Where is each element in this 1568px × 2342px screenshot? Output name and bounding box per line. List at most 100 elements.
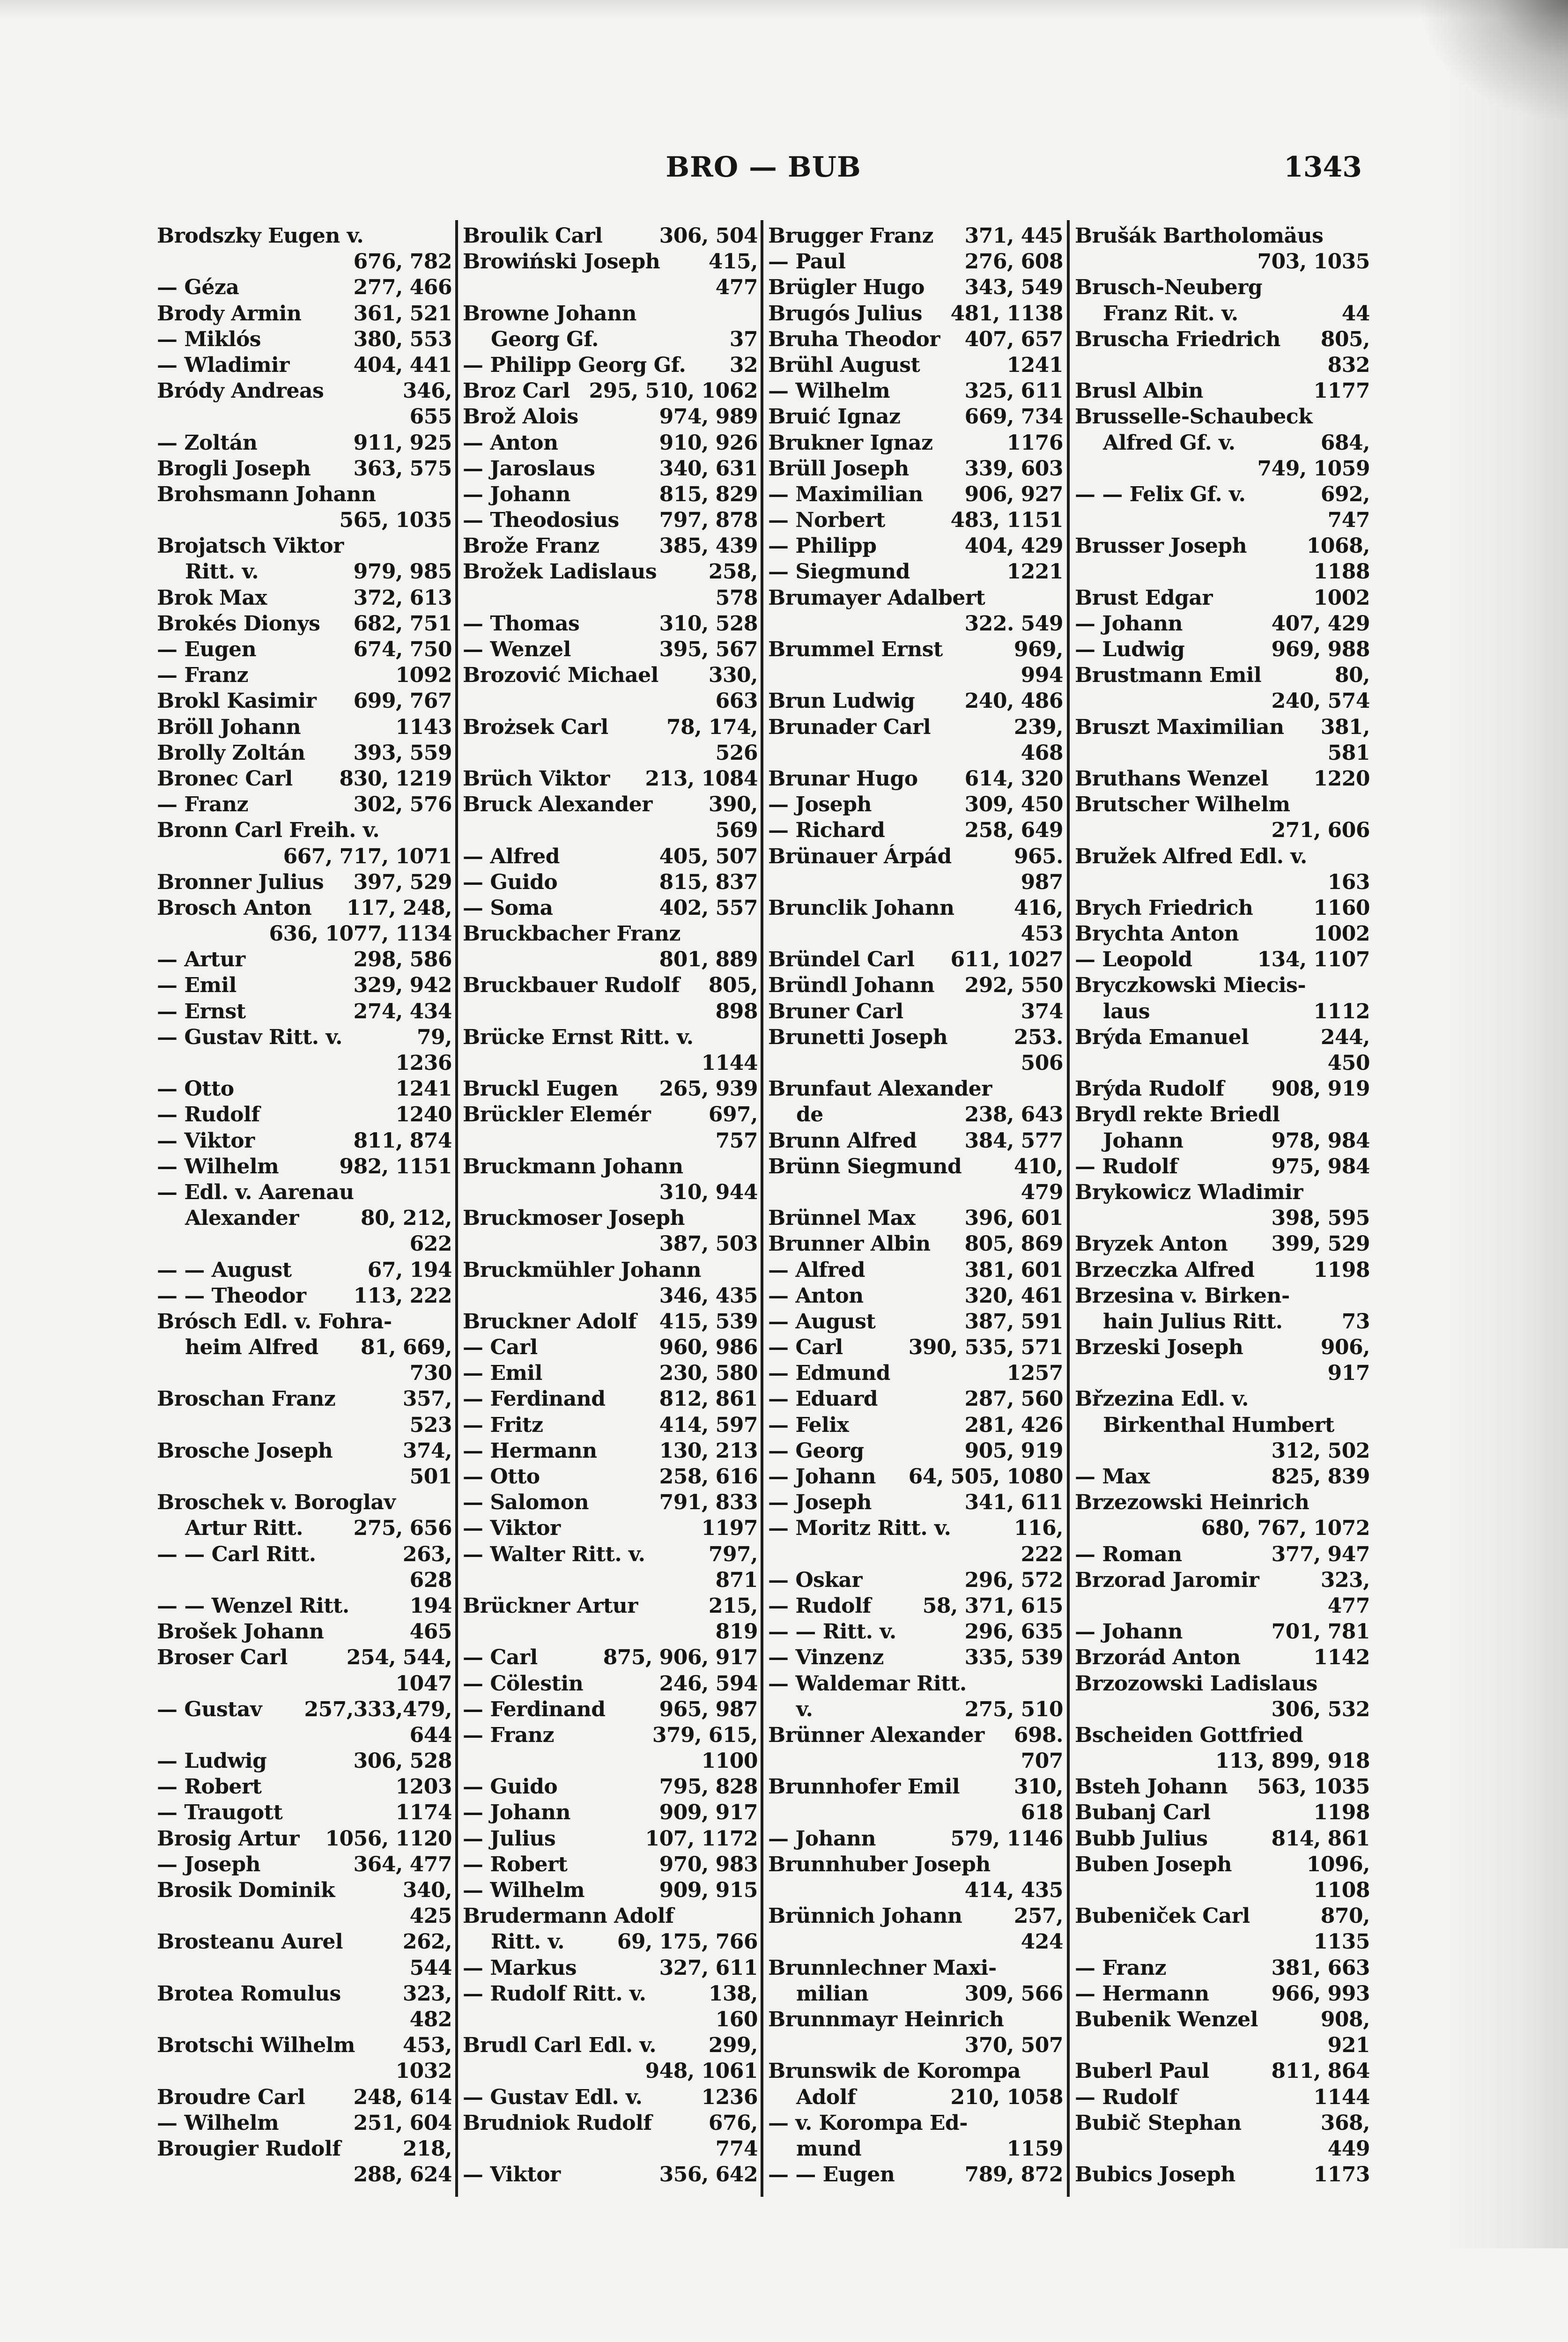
index-entry-line: — Carl 390, 535, 571 [768,1334,1064,1360]
entry-name [463,999,711,1024]
entry-pages: 340, [402,1878,452,1902]
index-entry-line: Brougier Rudolf 218, [157,2136,452,2162]
index-entry-line: 288, 624 [157,2162,452,2187]
entry-name: — Wilhelm [157,1154,279,1178]
index-entry-line: — August 387, 591 [768,1309,1064,1334]
entry-pages: 523 [409,1413,452,1437]
entry-pages: 812, 861 [659,1387,758,1411]
entry-name: — Ferdinand [463,1697,606,1721]
entry-pages: 974, 989 [659,405,758,429]
entry-pages: 407, 429 [1271,611,1370,636]
entry-name: — Roman [1075,1542,1182,1566]
index-entry-line: 644 [157,1722,452,1748]
index-entry-line: Brykowicz Wladimir [1075,1179,1370,1205]
entry-name [157,1412,405,1438]
column-divider [455,220,458,2197]
index-entry-line: 398, 595 [1075,1205,1370,1231]
index-entry-line: — — Carl Ritt. 263, [157,1542,452,1567]
entry-name: — Wilhelm [768,379,890,403]
index-entry-line: — Oskar 296, 572 [768,1567,1064,1593]
entry-name: Bruck Alexander [463,793,652,817]
index-entry-line: — Moritz Ritt. v. 116, [768,1515,1064,1541]
entry-pages: 477 [1327,1593,1370,1618]
entry-pages: 611, 1027 [950,948,1064,972]
entry-name: — — August [157,1258,292,1282]
entry-name: — Artur [157,948,245,972]
index-entry-line: Brust Edgar 1002 [1075,585,1370,611]
entry-pages: 479 [1021,1180,1064,1204]
entry-pages: 906, 927 [964,482,1064,506]
entry-pages: 310, 528 [659,611,758,636]
entry-pages: 327, 611 [659,1956,758,1980]
index-entry-line: — Otto 1241 [157,1076,452,1102]
entry-name: Brusser Joseph [1075,534,1247,558]
entry-name [157,844,279,869]
entry-pages: 402, 557 [659,896,758,920]
entry-name [463,1231,655,1257]
index-entry-line: — Julius 107, 1172 [463,1826,758,1852]
index-entry-line: Brok Max 372, 613 [157,585,452,611]
index-entry-line: — Markus 327, 611 [463,1955,758,1981]
entry-name: — Joseph [768,1490,872,1515]
index-entry-line: Brünauer Árpád 965. [768,844,1064,869]
entry-name: Bruckmühler Johann [463,1258,702,1282]
index-entry-line: Broudre Carl 248, 614 [157,2084,452,2110]
entry-name [1075,249,1253,274]
entry-pages: 477 [715,275,758,300]
entry-pages: 309, 566 [964,1981,1064,2006]
index-entry-line: — Viktor 811, 874 [157,1128,452,1154]
entry-name: Brzesina v. Birken- [1075,1283,1290,1308]
index-entry-line: — Guido 795, 828 [463,1774,758,1800]
index-entry-line: — Viktor 1197 [463,1515,758,1541]
entry-name: — Hermann [463,1438,597,1463]
entry-name: Browne Johann [463,301,637,326]
entry-pages: 254, 544, [346,1645,452,1670]
index-entry-line: Brodszky Eugen v. [157,223,452,249]
entry-name: — Eduard [768,1387,878,1411]
entry-pages: 222 [1021,1542,1064,1566]
entry-pages: 213, 1084 [645,766,758,791]
index-entry-line: Ritt. v. 69, 175, 766 [463,1929,758,1955]
entry-name: — Robert [157,1775,262,1799]
entry-pages: 134, 1107 [1257,948,1370,972]
entry-name: — Waldemar Ritt. [768,1671,967,1696]
entry-name: — Traugott [157,1801,283,1825]
entry-pages: 1100 [701,1749,758,1773]
index-entry-line: Broschan Franz 357, [157,1386,452,1412]
index-entry-line: Brože Franz 385, 439 [463,533,758,559]
entry-pages: 815, 829 [659,482,758,506]
entry-pages: 306, 532 [1271,1697,1370,1721]
index-entry-line: Broz Carl 295, 510, 1062 [463,378,758,404]
entry-pages: 80, [1334,663,1370,688]
index-entry-line: Brünnel Max 396, 601 [768,1205,1064,1231]
entry-name: Bruscha Friedrich [1075,327,1281,351]
entry-name: Brok Max [157,586,267,610]
entry-name [768,921,1016,947]
index-entry-line: Bronn Carl Freih. v. [157,817,452,843]
entry-name: — — Eugen [768,2163,895,2187]
entry-name: Broulik Carl [463,224,603,248]
index-entry-line: 871 [463,1567,758,1593]
index-entry-line: Brzeczka Alfred 1198 [1075,1257,1370,1283]
entry-name: Brože Franz [463,534,599,558]
entry-name: Bronner Julius [157,870,324,894]
index-entry-line: Bruckmoser Joseph [463,1205,758,1231]
entry-pages: 374, [402,1438,452,1463]
index-entry-line: 987 [768,869,1064,895]
entry-pages [753,1205,758,1231]
index-entry-line: Brož Alois 974, 989 [463,404,758,430]
entry-name [463,1619,711,1645]
index-entry-line: — Hermann 966, 993 [1075,1981,1370,2007]
index-entry-line: Brugós Julius 481, 1138 [768,301,1064,326]
entry-name [1075,2032,1323,2058]
index-entry-line: Brunar Hugo 614, 320 [768,766,1064,792]
entry-pages [1365,972,1370,998]
index-entry-line: 1144 [463,1050,758,1076]
index-entry-line: — Richard 258, 649 [768,817,1064,843]
entry-pages: 501 [409,1465,452,1489]
entry-name [463,274,711,300]
entry-pages: 263, [402,1542,452,1566]
entry-pages: 581 [1327,741,1370,765]
entry-pages [753,1257,758,1283]
entry-name: — Gustav Ritt. v. [157,1025,342,1049]
